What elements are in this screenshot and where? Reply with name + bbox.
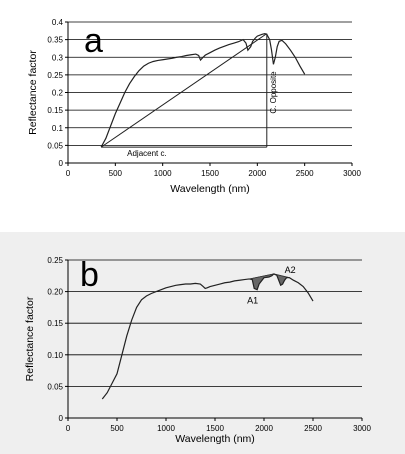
x-tick-label: 500 [109,169,123,178]
y-tick-label: 0 [59,159,64,168]
annotation-adjacent: Adjacent c. [127,149,167,158]
x-tick-label: 3000 [353,424,371,433]
annotation-opposite: C. Opposite [269,71,278,114]
x-tick-label: 0 [66,424,71,433]
x-tick-label: 1000 [157,424,175,433]
x-axis-title: Wavelength (nm) [175,433,255,445]
y-tick-label: 0.05 [47,382,63,391]
y-tick-label: 0.2 [52,89,64,98]
y-tick-label: 0.4 [52,18,64,27]
y-axis-title: Reflectance factor [27,50,39,135]
annotation-a2: A2 [285,265,296,275]
annotation-a1: A1 [247,296,258,306]
chart-panel-b: 0 0.05 0.10 0.15 0.20 0.25 0 500 1000 1500 2000 250… [24,256,371,445]
panel-label-b: b [80,256,99,294]
x-tick-label: 1500 [206,424,224,433]
x-tick-label: 3000 [343,169,361,178]
y-axis-title: Reflectance factor [24,296,36,381]
y-tick-label: 0.25 [47,256,63,265]
y-tick-label: 0.15 [47,106,63,115]
y-tick-label: 0.10 [47,351,63,360]
y-tick-label: 0 [59,414,64,423]
x-tick-label: 1500 [201,169,219,178]
hypotenuse-line [100,33,268,148]
x-tick-label: 2500 [304,424,322,433]
x-tick-label: 500 [110,424,124,433]
x-tick-label: 1000 [154,169,172,178]
x-axis-title: Wavelength (nm) [170,183,250,195]
y-tick-label: 0.35 [47,36,63,45]
x-tick-label: 2000 [255,424,273,433]
y-tick-label: 0.25 [47,71,63,80]
y-tick-label: 0.1 [52,124,64,133]
spectrum-line [101,273,314,400]
x-tick-label: 2000 [248,169,266,178]
x-tick-label: 2500 [296,169,314,178]
y-tick-label: 0.15 [47,319,63,328]
chord-line [249,273,274,280]
y-tick-label: 0.05 [47,141,63,150]
spectrum-line [100,33,306,148]
chart-panel-a: 0 0.05 0.1 0.15 0.2 0.25 0.3 0.35 0.4 0 500 1000 150… [27,18,361,195]
x-tick-label: 0 [66,169,71,178]
panel-label-a: a [84,22,103,60]
y-tick-label: 0.3 [52,53,64,62]
y-tick-label: 0.20 [47,288,63,297]
